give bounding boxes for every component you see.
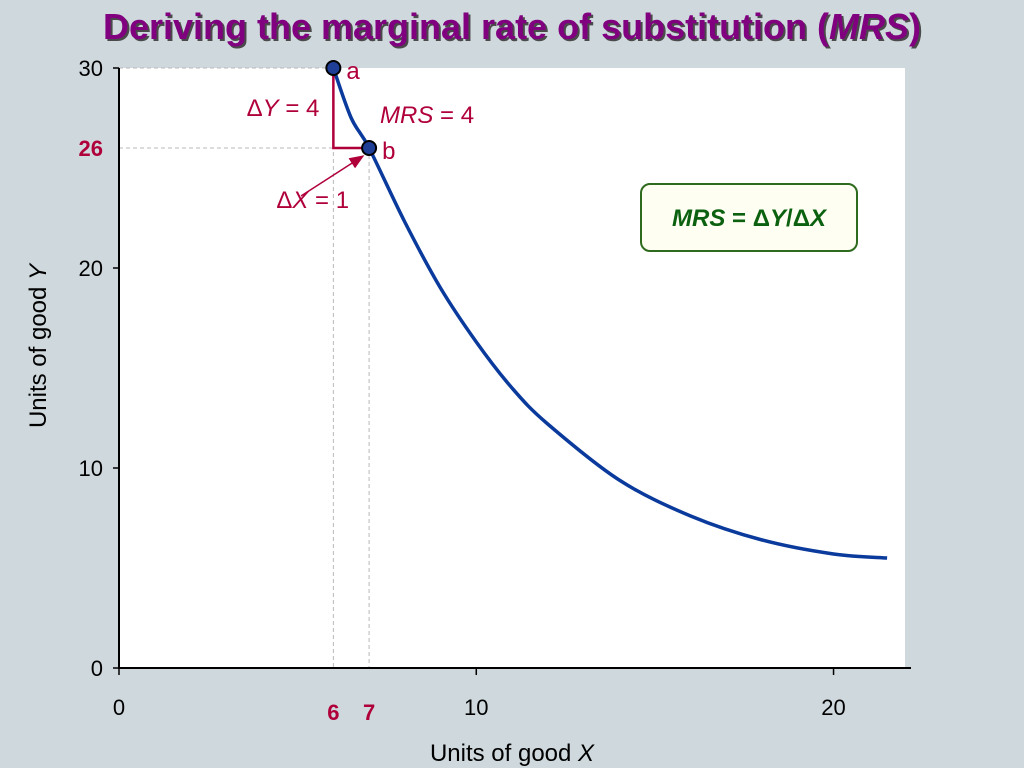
point-a [325, 60, 342, 76]
plot-area [119, 68, 905, 668]
title-suffix: ) [909, 6, 922, 47]
y-axis-title: Units of good Y [25, 262, 52, 428]
x-axis-title: Units of good X [430, 740, 595, 767]
delta-bracket [332, 68, 370, 150]
highlight-y-tick-label: 26 [79, 136, 103, 161]
highlight-x-tick-label: 7 [363, 700, 375, 725]
title-italic: MRS [829, 6, 910, 47]
title-prefix: Deriving the marginal rate of substituti… [102, 6, 830, 47]
mrs-formula-box [640, 183, 858, 252]
y-tick-label: 0 [91, 656, 103, 681]
point-label-b: b [382, 138, 395, 165]
highlight-x-tick-label: 6 [327, 700, 339, 725]
x-tick-label: 0 [113, 695, 125, 720]
y-tick-label: 10 [79, 456, 103, 481]
mrs-value-label: MRS = 4 [380, 102, 474, 129]
delta-x-label: ΔX = 1 [276, 187, 349, 214]
y-tick-label: 30 [79, 56, 103, 81]
point-label-a: a [346, 58, 360, 85]
y-tick-label: 20 [79, 256, 103, 281]
delta-y-label: ΔY = 4 [247, 95, 320, 122]
x-tick-label: 10 [464, 695, 488, 720]
delta-x-arrow [300, 155, 365, 197]
x-tick-label: 20 [821, 695, 845, 720]
mrs-formula: MRS = ΔY/ΔX [672, 205, 828, 232]
point-b [361, 140, 378, 156]
slide-title: Deriving the marginal rate of substituti… [0, 6, 1024, 48]
